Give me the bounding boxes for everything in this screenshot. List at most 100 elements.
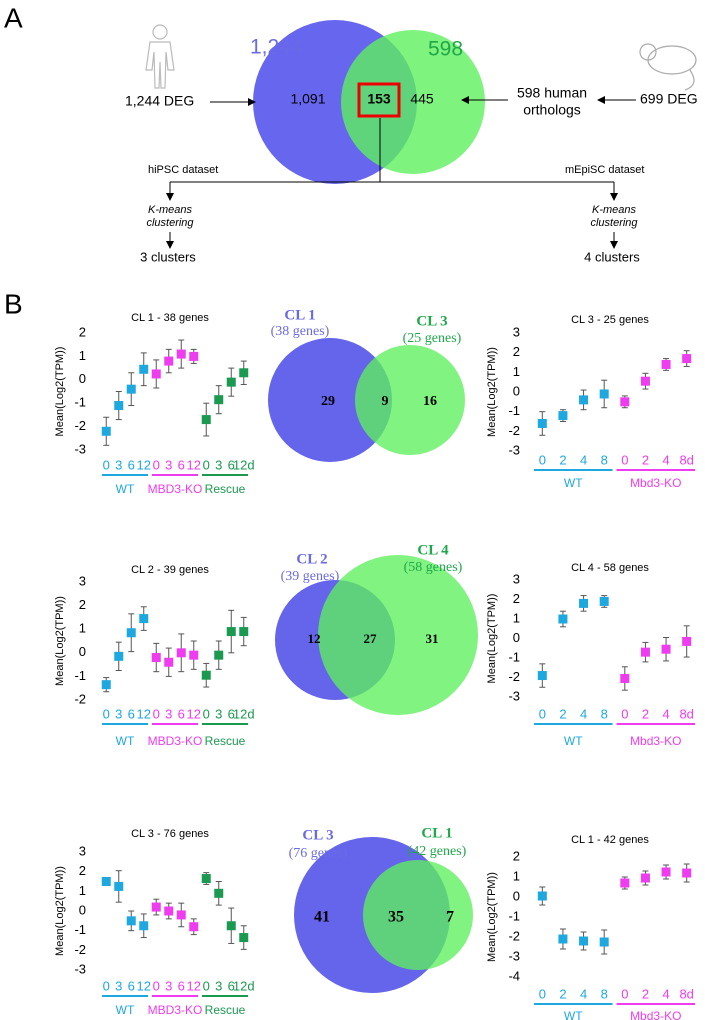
- y-tick-label: 1: [79, 621, 86, 636]
- x-tick-label: 4: [580, 706, 587, 721]
- marker: [579, 598, 589, 608]
- method: K-means: [592, 204, 637, 216]
- marker: [682, 868, 692, 878]
- chart-title: CL 4 - 58 genes: [571, 562, 649, 574]
- venn-left-genes: (38 genes): [271, 324, 330, 339]
- x-tick-label: 6: [128, 978, 135, 993]
- overlap: 153: [367, 91, 391, 107]
- x-tick-label: 0: [153, 978, 160, 993]
- venn-count: 9: [382, 394, 389, 409]
- venn-right-genes: (25 genes): [403, 331, 462, 346]
- dataset-label: mEpiSC dataset: [565, 164, 644, 176]
- group-label: WT: [116, 1003, 135, 1017]
- venn-right-name: CL 3: [416, 313, 447, 329]
- marker: [599, 937, 609, 947]
- marker: [101, 877, 111, 886]
- chart-group: CL 1 - 38 genes Mean(Log2(TPM)) 2 1 0 -1 -2 -3 0…: [54, 312, 695, 1020]
- chart-title: CL 2 - 39 genes: [131, 564, 209, 576]
- marker: [620, 673, 630, 683]
- group-label: WT: [116, 734, 135, 748]
- chart-title: CL 3 - 76 genes: [131, 828, 209, 840]
- y-tick-label: -1: [508, 908, 520, 923]
- x-tick-label: 12d: [233, 706, 255, 721]
- marker: [558, 934, 568, 944]
- group-label: WT: [564, 734, 583, 748]
- y-tick-label: 0: [79, 902, 86, 917]
- group-label: Mbd3-KO: [630, 476, 681, 490]
- x-tick-label: 12d: [233, 457, 255, 472]
- marker: [139, 921, 149, 931]
- x-tick-label: 0: [103, 457, 110, 472]
- x-tick-label: 0: [539, 706, 546, 721]
- marker: [164, 657, 174, 667]
- marker: [214, 888, 224, 898]
- marker: [537, 418, 547, 428]
- venn-left-name: CL 3: [302, 827, 333, 843]
- group-label: Mbd3-KO: [630, 734, 681, 748]
- right-input: 598 human: [517, 85, 587, 101]
- marker: [201, 874, 211, 884]
- marker: [126, 384, 136, 394]
- y-tick-label: 1: [513, 868, 520, 883]
- x-tick-label: 0: [153, 706, 160, 721]
- y-tick-label: 0: [513, 888, 520, 903]
- venn-right: [341, 30, 485, 174]
- marker: [579, 936, 589, 946]
- x-tick-label: 2: [559, 706, 566, 721]
- panel-label: A: [4, 2, 23, 33]
- y-tick-label: -3: [74, 961, 86, 976]
- marker: [599, 389, 609, 399]
- marker: [101, 680, 111, 690]
- marker: [164, 906, 174, 916]
- marker: [537, 671, 547, 681]
- marker: [139, 614, 149, 624]
- marker: [558, 411, 568, 421]
- x-tick-label: 2: [642, 452, 649, 467]
- y-tick-label: -1: [74, 395, 86, 410]
- y-axis-label: Mean(Log2(TPM)): [486, 347, 498, 437]
- venn-count: 16: [423, 394, 437, 409]
- marker: [661, 644, 671, 654]
- x-tick-label: 12: [137, 457, 151, 472]
- x-tick-label: 2: [642, 986, 649, 1001]
- y-tick-label: 3: [79, 843, 86, 858]
- y-tick-label: 1: [79, 883, 86, 898]
- y-tick-label: 2: [513, 848, 520, 863]
- y-tick-label: -2: [74, 942, 86, 957]
- left-input: 1,244 DEG: [125, 93, 194, 109]
- y-tick-label: 3: [513, 571, 520, 586]
- x-tick-label: 4: [662, 706, 669, 721]
- marker: [139, 364, 149, 374]
- right-input: orthologs: [523, 102, 581, 118]
- chart-title: CL 3 - 25 genes: [571, 314, 649, 326]
- marker: [682, 354, 692, 364]
- x-tick-label: 3: [215, 457, 222, 472]
- marker: [239, 627, 249, 637]
- venn-left-name: CL 1: [284, 307, 315, 323]
- marker: [114, 401, 124, 411]
- y-axis-label: Mean(Log2(TPM)): [54, 347, 66, 437]
- x-tick-label: 0: [539, 452, 546, 467]
- x-tick-label: 8d: [679, 452, 693, 467]
- marker: [640, 873, 650, 883]
- venn-count: 35: [388, 909, 404, 926]
- marker: [226, 377, 236, 387]
- x-tick-label: 6: [128, 706, 135, 721]
- x-tick-label: 0: [203, 457, 210, 472]
- marker: [579, 395, 589, 405]
- right-total: 598: [428, 38, 463, 61]
- y-axis-label: Mean(Log2(TPM)): [486, 872, 498, 962]
- marker: [176, 349, 186, 359]
- marker: [126, 916, 136, 926]
- marker: [682, 636, 692, 646]
- venn-count: 27: [364, 631, 378, 646]
- marker: [151, 653, 161, 663]
- group-label: WT: [564, 476, 583, 490]
- x-tick-label: 0: [153, 457, 160, 472]
- y-tick-label: 2: [79, 863, 86, 878]
- x-tick-label: 8: [601, 452, 608, 467]
- group-label: WT: [116, 482, 135, 496]
- venn-right-name: CL 1: [421, 825, 452, 841]
- y-axis-label: Mean(Log2(TPM)): [54, 866, 66, 956]
